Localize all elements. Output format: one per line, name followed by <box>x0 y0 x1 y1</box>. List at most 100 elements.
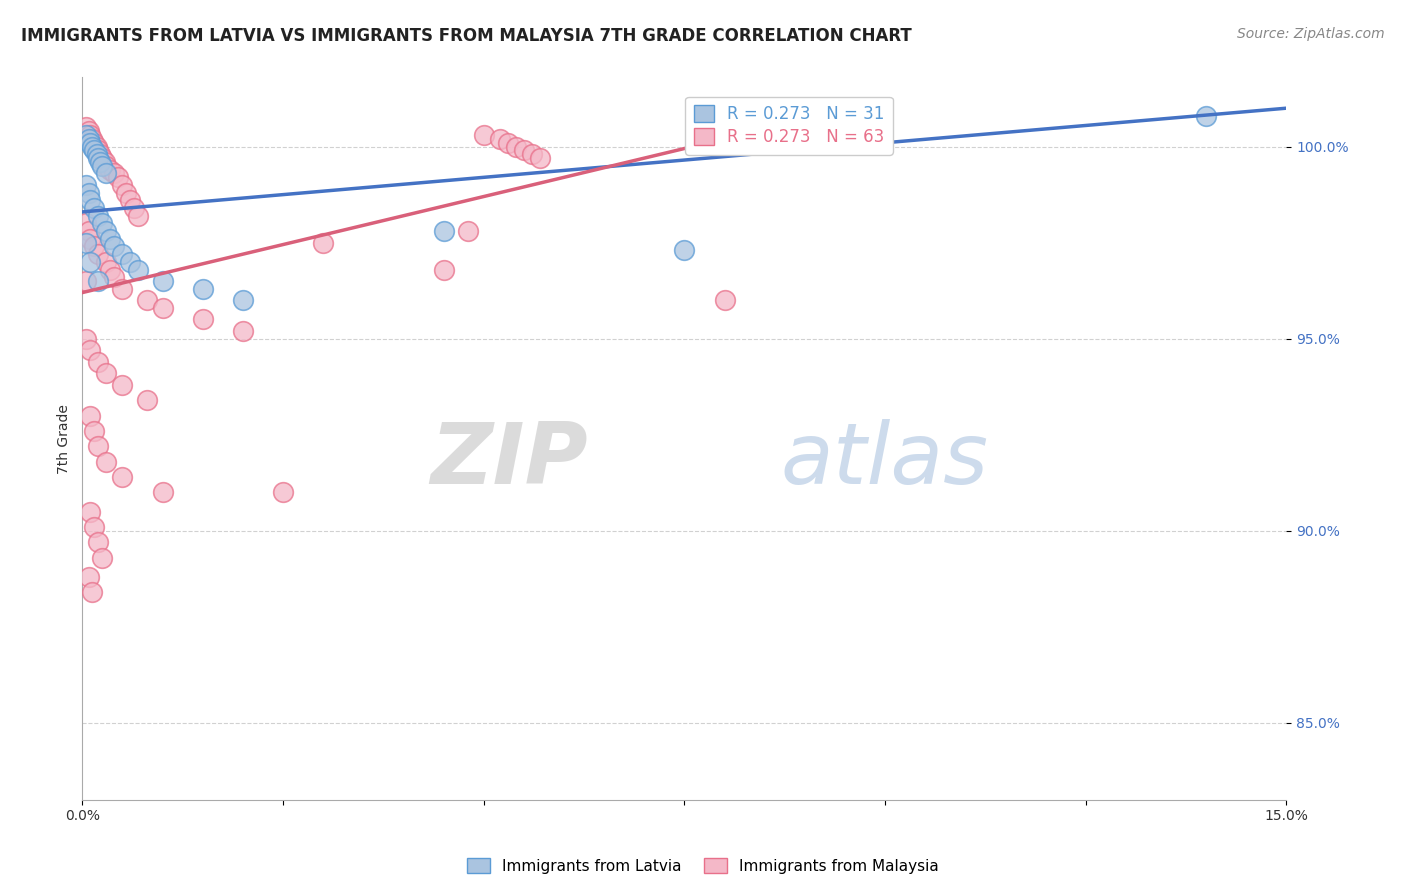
Point <box>83 520 105 534</box>
Point <box>100 232 122 246</box>
Point <box>713 293 735 308</box>
Point <box>312 235 335 250</box>
Point <box>120 255 142 269</box>
Point <box>86 139 108 153</box>
Point <box>103 166 125 180</box>
Point <box>103 270 125 285</box>
Point <box>529 151 551 165</box>
Point <box>505 139 527 153</box>
Point <box>77 124 100 138</box>
Point <box>80 139 103 153</box>
Point <box>79 255 101 269</box>
Point <box>152 301 174 315</box>
Point <box>100 262 122 277</box>
Point <box>1195 109 1218 123</box>
Point <box>96 366 118 380</box>
Point <box>87 355 110 369</box>
Point <box>79 409 101 423</box>
Point <box>77 570 100 584</box>
Point <box>79 128 101 142</box>
Point <box>96 166 118 180</box>
Point <box>75 216 97 230</box>
Point <box>232 293 254 308</box>
Text: IMMIGRANTS FROM LATVIA VS IMMIGRANTS FROM MALAYSIA 7TH GRADE CORRELATION CHART: IMMIGRANTS FROM LATVIA VS IMMIGRANTS FRO… <box>21 27 912 45</box>
Point <box>77 186 100 200</box>
Point <box>87 274 110 288</box>
Text: Source: ZipAtlas.com: Source: ZipAtlas.com <box>1237 27 1385 41</box>
Point <box>79 194 101 208</box>
Point <box>75 235 97 250</box>
Point <box>83 424 105 438</box>
Point <box>79 505 101 519</box>
Point <box>91 159 114 173</box>
Point <box>107 170 129 185</box>
Point <box>457 224 479 238</box>
Point <box>83 144 105 158</box>
Point <box>77 132 100 146</box>
Point <box>432 262 454 277</box>
Point <box>89 155 111 169</box>
Point <box>115 186 138 200</box>
Point <box>75 120 97 135</box>
Point <box>673 244 696 258</box>
Point <box>111 377 134 392</box>
Text: atlas: atlas <box>780 418 988 502</box>
Point <box>513 144 536 158</box>
Y-axis label: 7th Grade: 7th Grade <box>58 404 72 474</box>
Point <box>83 136 105 150</box>
Point <box>75 128 97 142</box>
Point <box>96 455 118 469</box>
Point <box>111 247 134 261</box>
Point <box>100 162 122 177</box>
Point <box>87 144 110 158</box>
Point <box>232 324 254 338</box>
Point <box>152 274 174 288</box>
Point <box>91 151 114 165</box>
Point <box>152 485 174 500</box>
Point <box>89 147 111 161</box>
Point <box>96 255 118 269</box>
Point <box>120 194 142 208</box>
Point <box>96 224 118 238</box>
Point <box>91 550 114 565</box>
Point <box>135 293 157 308</box>
Legend: R = 0.273   N = 31, R = 0.273   N = 63: R = 0.273 N = 31, R = 0.273 N = 63 <box>686 96 893 154</box>
Point <box>191 312 214 326</box>
Point <box>111 178 134 192</box>
Point <box>83 201 105 215</box>
Point <box>79 343 101 358</box>
Point <box>75 332 97 346</box>
Text: ZIP: ZIP <box>430 418 588 502</box>
Point <box>87 535 110 549</box>
Point <box>94 155 117 169</box>
Legend: Immigrants from Latvia, Immigrants from Malaysia: Immigrants from Latvia, Immigrants from … <box>461 852 945 880</box>
Point <box>79 232 101 246</box>
Point <box>79 136 101 150</box>
Point <box>496 136 519 150</box>
Point <box>124 201 146 215</box>
Point <box>488 132 510 146</box>
Point <box>111 282 134 296</box>
Point <box>75 274 97 288</box>
Point <box>127 209 149 223</box>
Point <box>87 209 110 223</box>
Point <box>432 224 454 238</box>
Point <box>87 247 110 261</box>
Point <box>111 470 134 484</box>
Point <box>520 147 543 161</box>
Point <box>135 393 157 408</box>
Point <box>75 178 97 192</box>
Point <box>80 585 103 599</box>
Point <box>77 224 100 238</box>
Point <box>271 485 294 500</box>
Point <box>86 147 108 161</box>
Point <box>96 159 118 173</box>
Point <box>472 128 495 142</box>
Point <box>191 282 214 296</box>
Point <box>83 239 105 253</box>
Point <box>87 151 110 165</box>
Point <box>87 439 110 453</box>
Point <box>103 239 125 253</box>
Point <box>80 132 103 146</box>
Point <box>91 216 114 230</box>
